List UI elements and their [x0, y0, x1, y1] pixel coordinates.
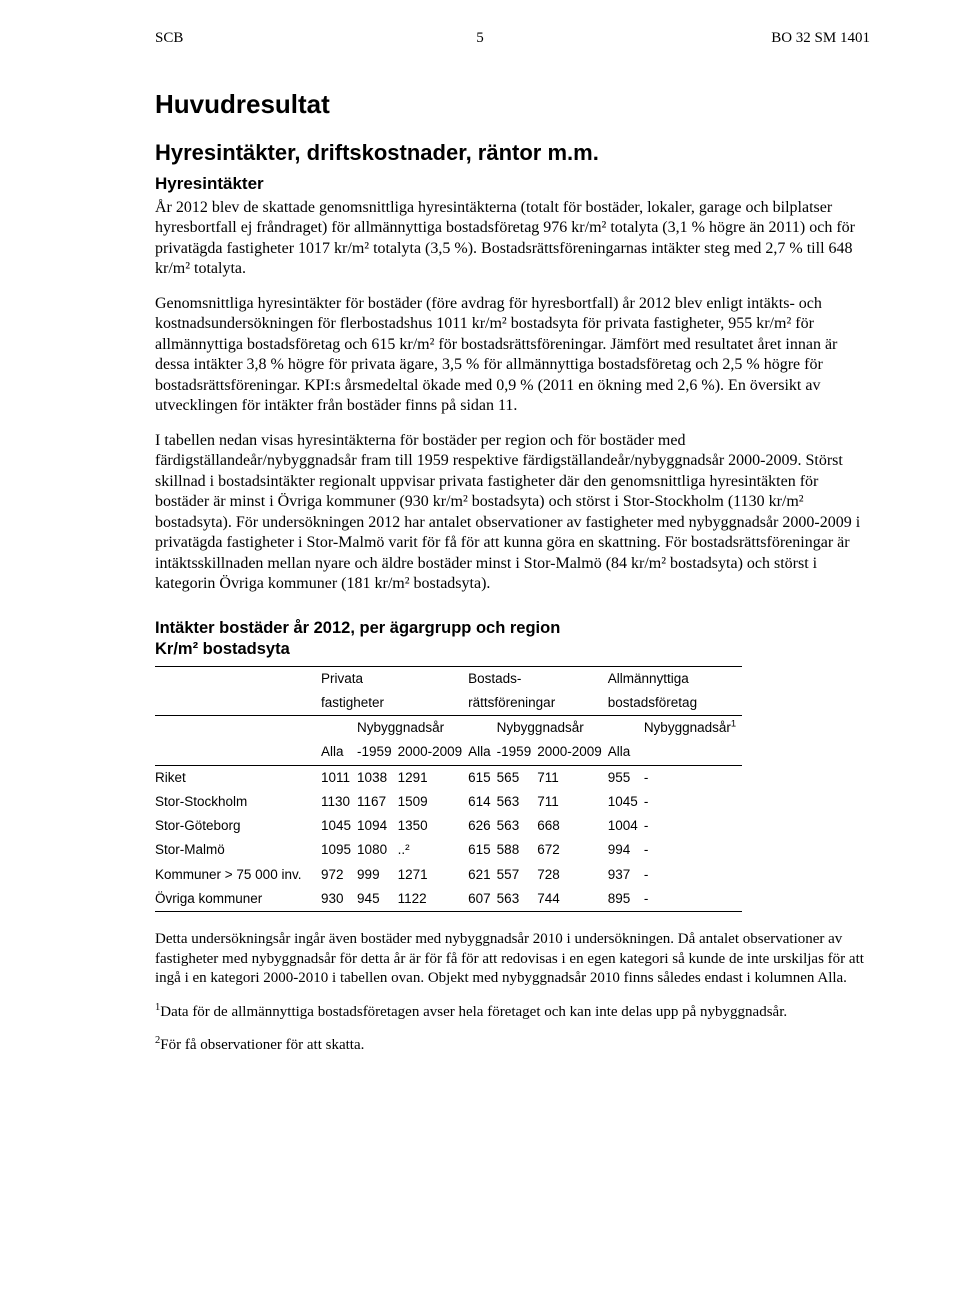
col-2000-2: 2000-2009: [537, 740, 608, 765]
section-heading: Hyresintäkter: [155, 174, 870, 194]
table-title-line2: Kr/m² bostadsyta: [155, 640, 290, 658]
table-title-line1: Intäkter bostäder år 2012, per ägargrupp…: [155, 619, 560, 637]
row-label: Kommuner > 75 000 inv.: [155, 863, 321, 887]
cell: 1094: [357, 814, 398, 838]
cell: 728: [537, 863, 608, 887]
col-alla-2: Alla: [468, 740, 497, 765]
col-alla-1: Alla: [321, 740, 357, 765]
subheader-nybyggnad-3: Nybyggnadsår1: [644, 716, 742, 741]
table-row: Stor-Göteborg1045109413506265636681004-: [155, 814, 742, 838]
cell: 563: [497, 790, 538, 814]
header-right: BO 32 SM 1401: [771, 30, 870, 47]
sub-title: Hyresintäkter, driftskostnader, räntor m…: [155, 140, 870, 166]
table-row: Stor-Stockholm1130116715096145637111045-: [155, 790, 742, 814]
cell: -: [644, 814, 742, 838]
cell: 1271: [398, 863, 469, 887]
paragraph-1: År 2012 blev de skattade genomsnittliga …: [155, 198, 870, 280]
cell: 1350: [398, 814, 469, 838]
cell: -: [644, 838, 742, 862]
cell: -: [644, 887, 742, 912]
table-subheader-row-2: Alla -1959 2000-2009 Alla -1959 2000-200…: [155, 740, 742, 765]
cell: 1167: [357, 790, 398, 814]
table-row: Stor-Malmö10951080..²615588672994-: [155, 838, 742, 862]
cell: 626: [468, 814, 497, 838]
cell: 895: [608, 887, 644, 912]
row-label: Riket: [155, 765, 321, 790]
cell: 1509: [398, 790, 469, 814]
row-label: Stor-Stockholm: [155, 790, 321, 814]
cell: 1038: [357, 765, 398, 790]
table-row: Övriga kommuner9309451122607563744895-: [155, 887, 742, 912]
cell: 972: [321, 863, 357, 887]
cell: 945: [357, 887, 398, 912]
header-page-number: 5: [476, 30, 484, 47]
col-alla-3: Alla: [608, 740, 644, 765]
cell: 711: [537, 790, 608, 814]
col-2000-1: 2000-2009: [398, 740, 469, 765]
header-left: SCB: [155, 30, 183, 47]
cell: 1011: [321, 765, 357, 790]
cell: 1045: [608, 790, 644, 814]
cell: 1291: [398, 765, 469, 790]
cell: 607: [468, 887, 497, 912]
table-row: Kommuner > 75 000 inv.972999127162155772…: [155, 863, 742, 887]
cell: 744: [537, 887, 608, 912]
main-title: Huvudresultat: [155, 89, 870, 120]
cell: 1130: [321, 790, 357, 814]
cell: 563: [497, 887, 538, 912]
group-header-allman-b: bostadsföretag: [608, 691, 742, 716]
cell: 1004: [608, 814, 644, 838]
cell: 1045: [321, 814, 357, 838]
cell: 1080: [357, 838, 398, 862]
page-header: SCB 5 BO 32 SM 1401: [155, 30, 870, 47]
cell: ..²: [398, 838, 469, 862]
cell: 621: [468, 863, 497, 887]
footnote-2: 2För få observationer för att skatta.: [155, 1036, 870, 1056]
cell: -: [644, 765, 742, 790]
data-table: Privata Bostads- Allmännyttiga fastighet…: [155, 666, 742, 913]
page: SCB 5 BO 32 SM 1401 Huvudresultat Hyresi…: [0, 0, 960, 1313]
cell: 615: [468, 765, 497, 790]
table-title: Intäkter bostäder år 2012, per ägargrupp…: [155, 618, 870, 659]
row-label: Stor-Malmö: [155, 838, 321, 862]
cell: 1122: [398, 887, 469, 912]
cell: 563: [497, 814, 538, 838]
cell: -: [644, 790, 742, 814]
cell: -: [644, 863, 742, 887]
cell: 614: [468, 790, 497, 814]
table-subheader-row-1: Nybyggnadsår Nybyggnadsår Nybyggnadsår1: [155, 716, 742, 741]
cell: 1095: [321, 838, 357, 862]
paragraph-2: Genomsnittliga hyresintäkter för bostäde…: [155, 294, 870, 417]
cell: 565: [497, 765, 538, 790]
cell: 930: [321, 887, 357, 912]
group-header-privata-b: fastigheter: [321, 691, 468, 716]
cell: 672: [537, 838, 608, 862]
table-header-row-1: Privata Bostads- Allmännyttiga: [155, 666, 742, 691]
footnote-intro: Detta undersökningsår ingår även bostäde…: [155, 930, 870, 989]
subheader-nybyggnad-1: Nybyggnadsår: [357, 716, 468, 741]
paragraph-3: I tabellen nedan visas hyresintäkterna f…: [155, 431, 870, 595]
footnote-1: 1Data för de allmännyttiga bostadsföreta…: [155, 1003, 870, 1023]
cell: 999: [357, 863, 398, 887]
group-header-privata: Privata: [321, 666, 468, 691]
subheader-nybyggnad-2: Nybyggnadsår: [497, 716, 608, 741]
cell: 668: [537, 814, 608, 838]
cell: 615: [468, 838, 497, 862]
cell: 557: [497, 863, 538, 887]
row-label: Stor-Göteborg: [155, 814, 321, 838]
cell: 588: [497, 838, 538, 862]
group-header-allman: Allmännyttiga: [608, 666, 742, 691]
cell: 711: [537, 765, 608, 790]
group-header-bostads: Bostads-: [468, 666, 608, 691]
cell: 994: [608, 838, 644, 862]
row-label: Övriga kommuner: [155, 887, 321, 912]
col-1959-2: -1959: [497, 740, 538, 765]
cell: 937: [608, 863, 644, 887]
group-header-bostads-b: rättsföreningar: [468, 691, 608, 716]
table-header-row-2: fastigheter rättsföreningar bostadsföret…: [155, 691, 742, 716]
col-1959-1: -1959: [357, 740, 398, 765]
cell: 955: [608, 765, 644, 790]
table-row: Riket101110381291615565711955-: [155, 765, 742, 790]
